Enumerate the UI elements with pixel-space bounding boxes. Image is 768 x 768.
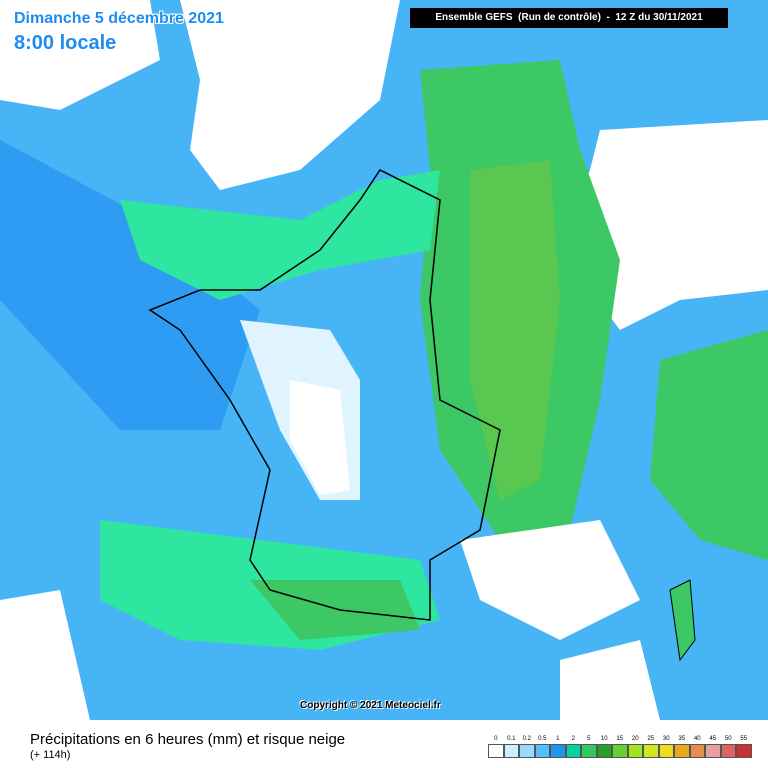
legend-swatch: [612, 744, 628, 758]
legend-item: 15: [612, 734, 628, 758]
legend-item: 0.5: [534, 734, 550, 758]
legend-swatch: [596, 744, 612, 758]
legend-item: 10: [596, 734, 612, 758]
legend-label: 10: [600, 736, 608, 742]
legend-label: 0.1: [507, 736, 516, 742]
footer-title: Précipitations en 6 heures (mm) et risqu…: [30, 731, 346, 748]
legend-label: 15: [616, 736, 624, 742]
legend-item: 25: [643, 734, 659, 758]
copyright: Copyright © 2021 Meteociel.fr: [300, 700, 441, 711]
legend-swatch: [643, 744, 659, 758]
legend-swatch: [534, 744, 550, 758]
legend-swatch: [736, 744, 752, 758]
legend-item: 45: [705, 734, 721, 758]
legend-label: 50: [724, 736, 732, 742]
legend-item: 2: [565, 734, 581, 758]
title-date: Dimanche 5 décembre 2021: [14, 10, 224, 27]
legend-item: 40: [689, 734, 705, 758]
legend: 0 0.1 0.2 0.5 1 2 5 10 15 20 25 30 35 40 45 50 55: [488, 734, 752, 758]
legend-item: 0.2: [519, 734, 535, 758]
legend-label: 55: [740, 736, 748, 742]
legend-swatch: [674, 744, 690, 758]
run-info: Ensemble GEFS (Run de contrôle) - 12 Z d…: [410, 8, 728, 28]
legend-swatch: [503, 744, 519, 758]
legend-label: 0.5: [538, 736, 547, 742]
legend-item: 30: [658, 734, 674, 758]
legend-swatch: [705, 744, 721, 758]
legend-item: 20: [627, 734, 643, 758]
legend-label: 35: [678, 736, 686, 742]
legend-label: 20: [631, 736, 639, 742]
legend-swatch: [550, 744, 566, 758]
legend-item: 50: [720, 734, 736, 758]
legend-swatch: [581, 744, 597, 758]
legend-swatch: [627, 744, 643, 758]
legend-swatch: [720, 744, 736, 758]
legend-label: 0.2: [522, 736, 531, 742]
legend-label: 30: [662, 736, 670, 742]
legend-item: 0: [488, 734, 504, 758]
legend-label: 1: [556, 736, 560, 742]
legend-label: 40: [693, 736, 701, 742]
legend-swatch: [565, 744, 581, 758]
legend-item: 55: [736, 734, 752, 758]
title-time: 8:00 locale: [14, 32, 117, 54]
legend-item: 5: [581, 734, 597, 758]
footer-lead: (+ 114h): [30, 749, 71, 761]
legend-item: 1: [550, 734, 566, 758]
legend-label: 0: [494, 736, 498, 742]
legend-label: 2: [571, 736, 575, 742]
legend-label: 25: [647, 736, 655, 742]
legend-item: 0.1: [503, 734, 519, 758]
legend-item: 35: [674, 734, 690, 758]
legend-swatch: [689, 744, 705, 758]
legend-swatch: [658, 744, 674, 758]
legend-label: 45: [709, 736, 717, 742]
legend-swatch: [488, 744, 504, 758]
legend-swatch: [519, 744, 535, 758]
map: [0, 0, 768, 720]
legend-label: 5: [587, 736, 591, 742]
